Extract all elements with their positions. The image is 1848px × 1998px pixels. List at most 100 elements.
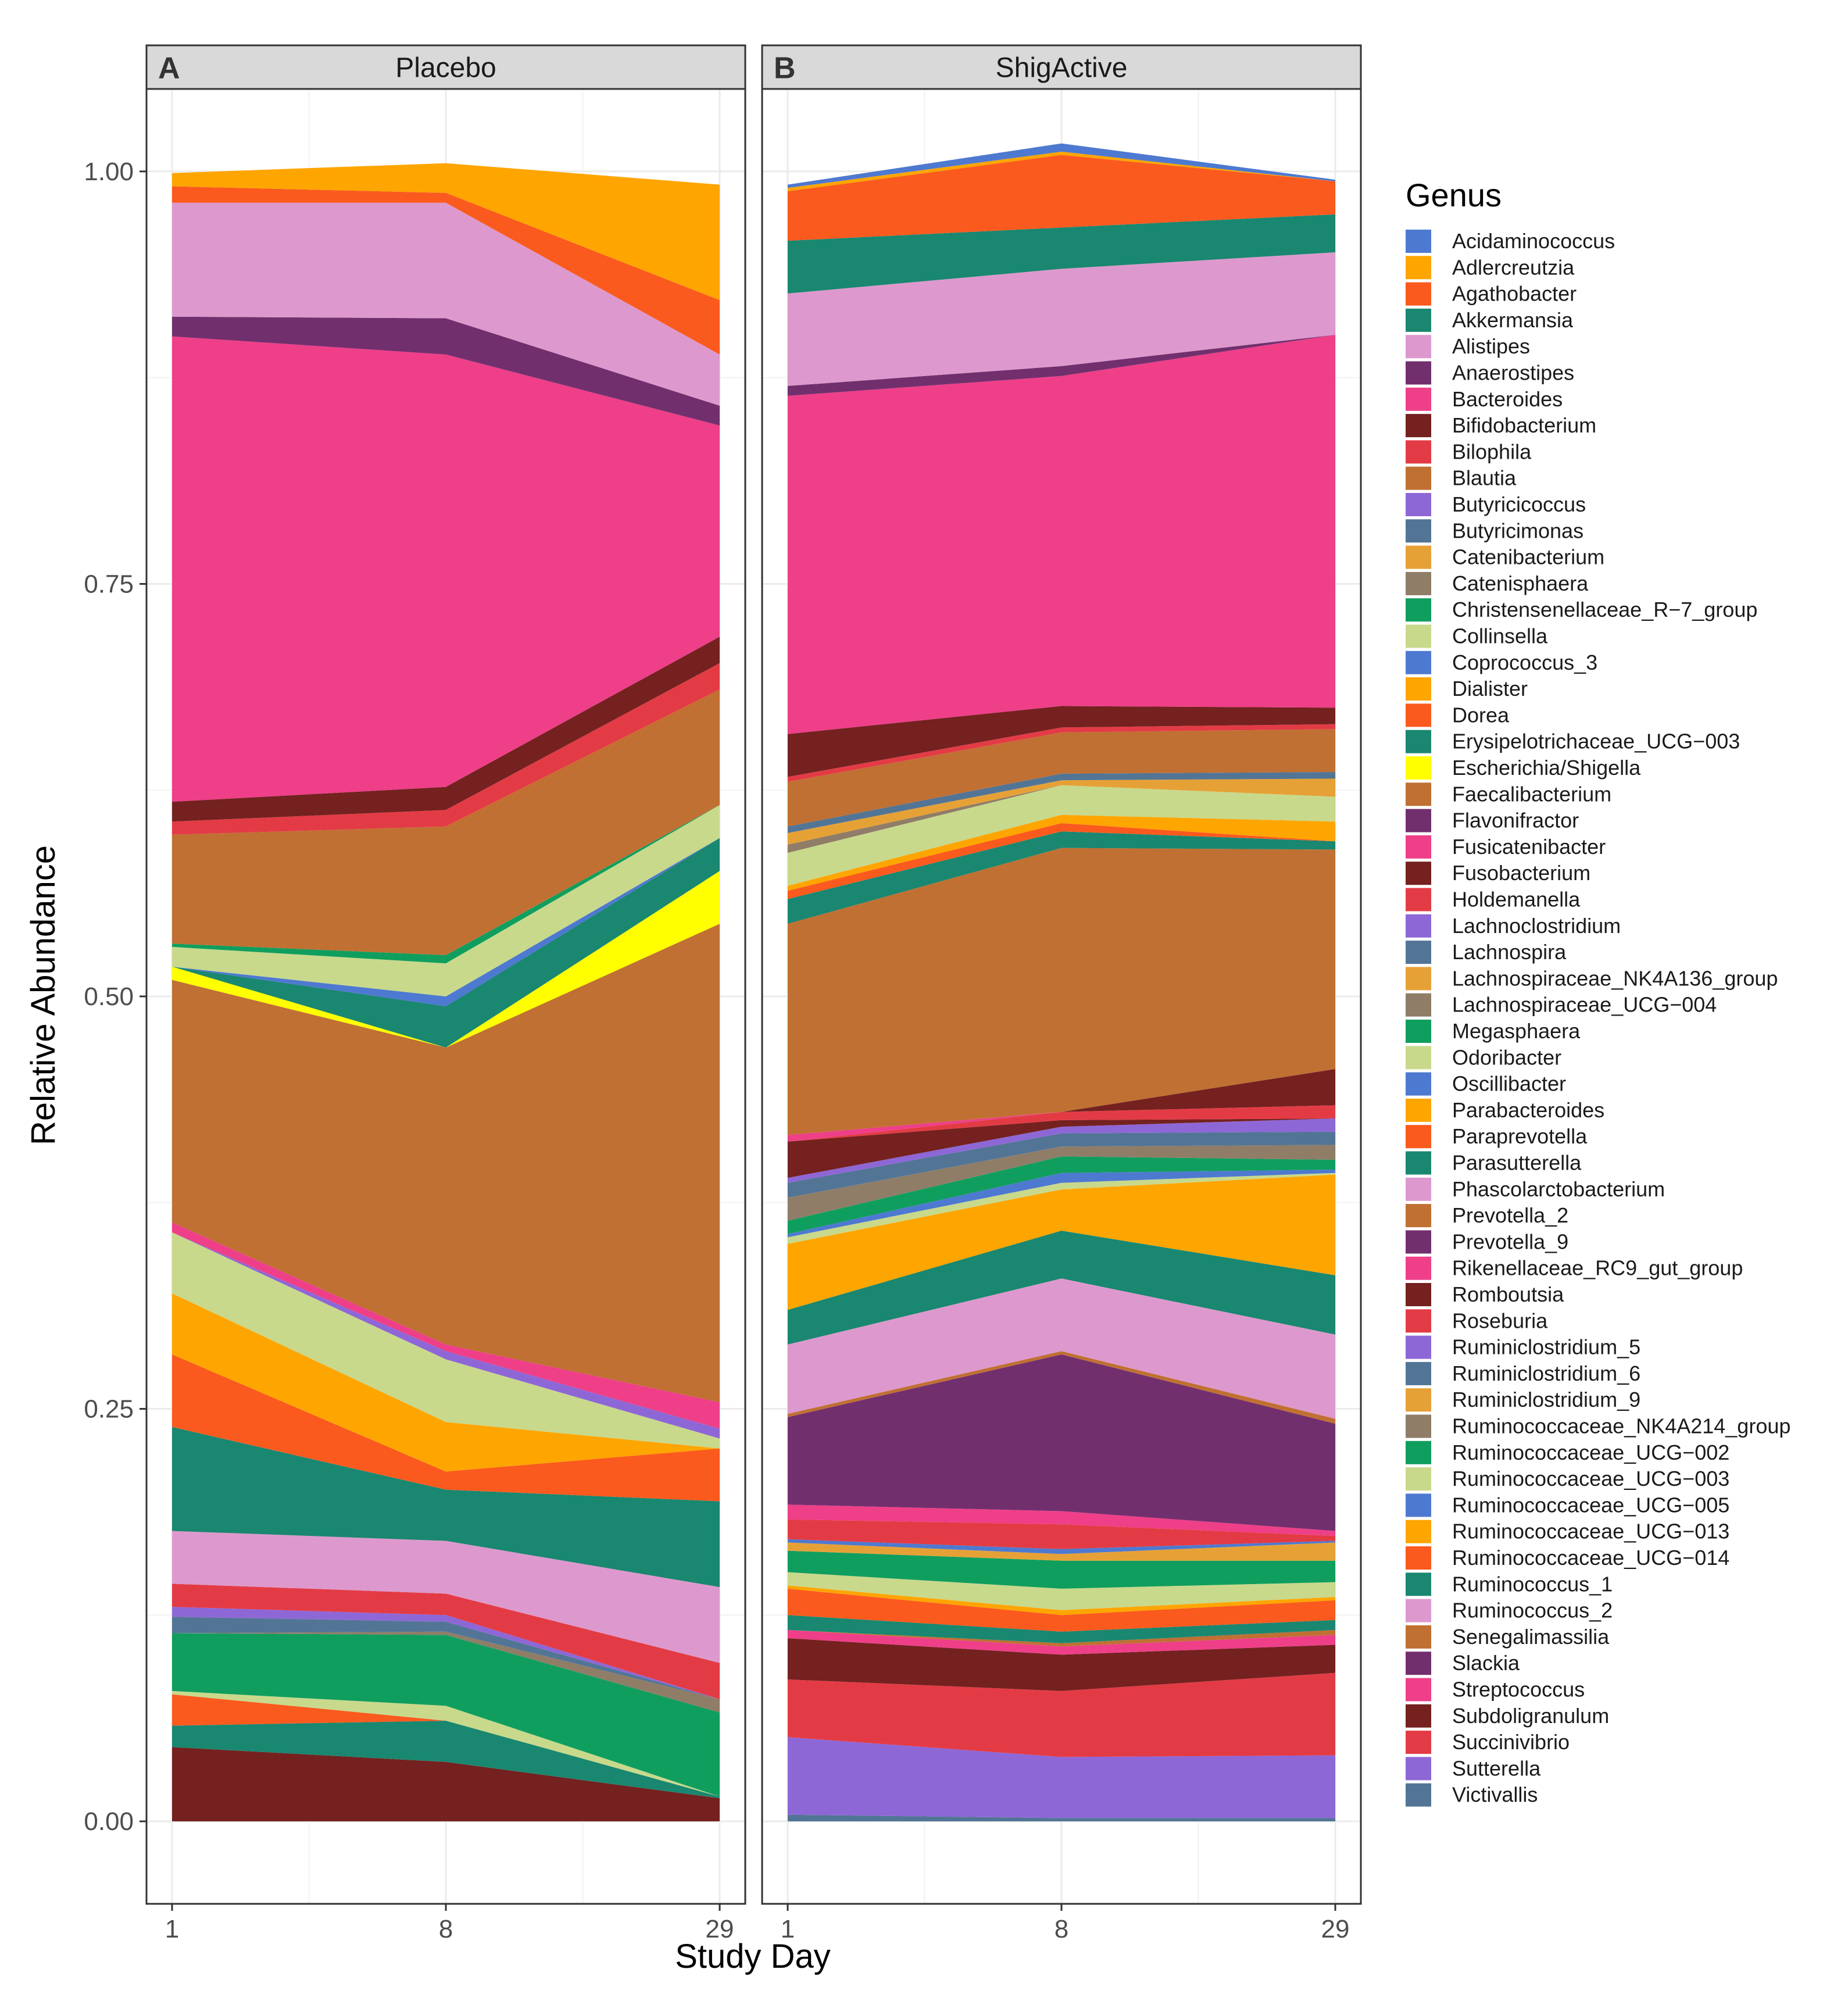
area-slackia [788, 1354, 1335, 1531]
legend-label: Flavonifractor [1452, 809, 1579, 832]
legend-item: Victivallis [1406, 1783, 1538, 1807]
legend-item: Lachnospira [1406, 940, 1567, 964]
area-ruminococcaceae-ucg-003 [788, 1572, 1335, 1610]
legend-label: Ruminococcaceae_NK4A214_group [1452, 1414, 1790, 1438]
legend-key [1406, 1098, 1431, 1122]
legend-item: Blautia [1406, 466, 1517, 490]
legend-item: Escherichia/Shigella [1406, 756, 1641, 780]
legend-item: Bifidobacterium [1406, 413, 1596, 438]
legend-item: Streptococcus [1406, 1678, 1585, 1702]
legend-key [1406, 888, 1431, 912]
legend-label: Ruminiclostridium_5 [1452, 1335, 1640, 1359]
area-sutterella [788, 1737, 1335, 1818]
legend-item: Ruminiclostridium_5 [1406, 1335, 1640, 1359]
legend-label: Bilophila [1452, 439, 1532, 463]
area-ruminiclostridium-5 [172, 1232, 720, 1439]
area-ruminiclostridium-5 [172, 1607, 720, 1700]
legend-label: Senegalimassilia [1452, 1625, 1610, 1649]
legend-item: Butyricimonas [1406, 519, 1584, 543]
area-rikenellaceae-rc9-gut-group [172, 1222, 720, 1429]
area-bacteroides [172, 336, 720, 802]
legend-item: Ruminococcus_2 [1406, 1599, 1613, 1622]
area-faecalibacterium [172, 689, 720, 955]
legend-label: Catenibacterium [1452, 545, 1604, 569]
legend-label: Escherichia/Shigella [1452, 756, 1641, 780]
legend-key [1406, 1757, 1431, 1781]
facet-title: ShigActive [996, 53, 1128, 84]
legend-key [1406, 756, 1431, 780]
legend-item: Anaerostipes [1406, 361, 1574, 385]
legend-label: Victivallis [1452, 1783, 1538, 1807]
legend-key [1406, 650, 1431, 674]
legend-key [1406, 1704, 1431, 1728]
legend-label: Christensenellaceae_R−7_group [1452, 598, 1757, 621]
legend-item: Succinivibrio [1406, 1730, 1570, 1754]
area-ruminococcaceae-ucg-003 [172, 1232, 720, 1449]
legend-label: Lachnospira [1452, 940, 1567, 964]
legend-label: Butyricicoccus [1452, 492, 1586, 516]
legend-label: Ruminiclostridium_9 [1452, 1388, 1640, 1411]
legend-key [1406, 1493, 1431, 1517]
legend-key [1406, 1546, 1431, 1570]
area-roseburia [788, 1105, 1335, 1142]
legend-label: Acidaminococcus [1452, 229, 1615, 253]
legend-key [1406, 598, 1431, 622]
legend-item: Parasutterella [1406, 1151, 1582, 1175]
legend-key [1406, 571, 1431, 595]
legend-item: Lachnoclostridium [1406, 914, 1621, 938]
legend-item: Ruminococcaceae_UCG−002 [1406, 1441, 1729, 1464]
legend-label: Ruminococcus_1 [1452, 1572, 1613, 1596]
y-axis-ticks: 0.00 0.25 0.50 0.75 1.00 [84, 158, 146, 1836]
legend-label: Ruminococcaceae_UCG−014 [1452, 1546, 1729, 1570]
legend-item: Holdemanella [1406, 888, 1581, 912]
x-tick-label: 8 [1055, 1915, 1068, 1943]
legend-label: Paraprevotella [1452, 1124, 1588, 1148]
legend-label: Lachnoclostridium [1452, 914, 1621, 938]
x-axis-ticks: 1 8 29 [781, 1904, 1349, 1943]
legend-item: Ruminococcaceae_UCG−003 [1406, 1467, 1729, 1491]
legend-item: Fusicatenibacter [1406, 835, 1606, 859]
legend-key [1406, 1177, 1431, 1201]
area-ruminococcaceae-ucg-002 [788, 1550, 1335, 1589]
legend-key [1406, 282, 1431, 306]
legend-item: Adlercreutzia [1406, 255, 1575, 280]
legend-item: Phascolarctobacterium [1406, 1177, 1665, 1201]
area-ruminococcus-1 [788, 1231, 1335, 1345]
area-streptococcus [788, 1504, 1335, 1536]
legend-item: Rikenellaceae_RC9_gut_group [1406, 1256, 1743, 1280]
legend-item: Catenibacterium [1406, 545, 1604, 569]
legend-item: Faecalibacterium [1406, 782, 1611, 806]
legend-key [1406, 677, 1431, 701]
area-streptococcus [788, 1629, 1335, 1655]
area-ruminococcaceae-ucg-014 [788, 1588, 1335, 1632]
legend-label: Blautia [1452, 466, 1517, 490]
legend-key [1406, 466, 1431, 490]
area-anaerostipes [788, 334, 1335, 396]
legend-key [1406, 1520, 1431, 1543]
area-faecalibacterium [788, 729, 1335, 827]
legend-label: Lachnospiraceae_UCG−004 [1452, 993, 1717, 1017]
legend-item: Parabacteroides [1406, 1098, 1604, 1122]
y-axis-title: Relative Abundance [24, 845, 62, 1145]
area-ruminiclostridium-5 [788, 1118, 1335, 1183]
legend-key [1406, 1652, 1431, 1675]
area-anaerostipes [172, 316, 720, 426]
legend-key [1406, 1283, 1431, 1306]
legend-item: Christensenellaceae_R−7_group [1406, 598, 1757, 622]
area-ruminococcus-1 [172, 1427, 720, 1588]
area-ruminiclostridium-9 [788, 1542, 1335, 1561]
legend-key [1406, 1072, 1431, 1096]
legend-label: Faecalibacterium [1452, 782, 1611, 806]
legend-item: Erysipelotrichaceae_UCG−003 [1406, 730, 1740, 753]
legend-label: Adlercreutzia [1452, 255, 1575, 279]
legend-item: Romboutsia [1406, 1282, 1564, 1306]
legend-item: Ruminiclostridium_9 [1406, 1388, 1640, 1412]
legend-key [1406, 1230, 1431, 1254]
legend-item: Paraprevotella [1406, 1124, 1588, 1149]
legend-item: Ruminococcaceae_NK4A214_group [1406, 1414, 1790, 1438]
area-escherichia-shigella [172, 871, 720, 1048]
legend-key [1406, 1151, 1431, 1175]
legend-item: Bilophila [1406, 439, 1532, 464]
